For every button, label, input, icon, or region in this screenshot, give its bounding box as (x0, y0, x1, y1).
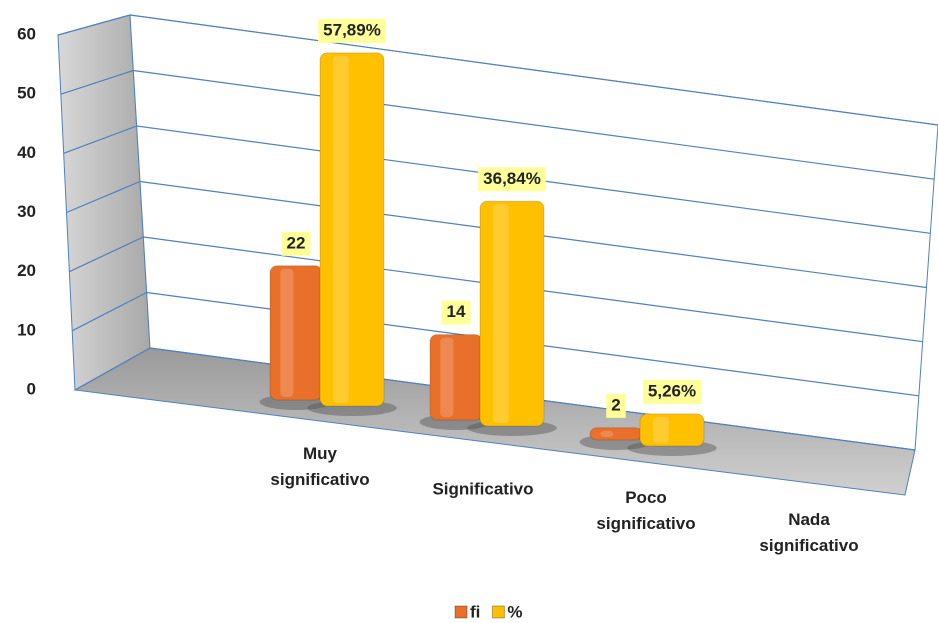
bar (639, 413, 705, 447)
value-label: 14 (447, 302, 466, 321)
y-tick-label: 10 (17, 320, 36, 339)
y-tick-label: 0 (27, 379, 36, 398)
value-label: 5,26% (648, 381, 696, 400)
bar-highlight (492, 204, 509, 423)
bar (429, 334, 483, 421)
y-tick-label: 40 (17, 143, 36, 162)
bar-highlight (600, 430, 614, 437)
grid-line (57, 14, 131, 36)
bar-highlight (652, 416, 669, 443)
bar (319, 52, 385, 407)
bar-highlight (440, 337, 454, 417)
value-label-bg (318, 18, 386, 43)
grid-line (129, 14, 938, 126)
grid-line (60, 69, 134, 95)
x-tick-label: Significativo (432, 479, 533, 498)
legend-swatch (454, 605, 468, 619)
y-tick-label: 60 (17, 24, 36, 43)
labels: 22 57,89% Muy significativo 14 36,84% Signific… (270, 18, 859, 555)
y-tick-label: 50 (17, 84, 36, 103)
x-tick-label: Poco significativo (596, 488, 695, 533)
value-label: 22 (287, 233, 306, 252)
bar (479, 200, 545, 427)
bar (589, 427, 643, 441)
grid-line (74, 347, 151, 391)
value-label-bg (642, 379, 702, 404)
value-label: 57,89% (323, 20, 381, 39)
legend-swatch (491, 605, 505, 619)
grid-line (71, 291, 147, 332)
grid-line (69, 236, 144, 273)
value-label-bg (478, 167, 546, 192)
value-label: 36,84% (483, 169, 541, 188)
y-tick-label: 30 (17, 202, 36, 221)
legend-label: fi (470, 602, 480, 621)
grid-line (63, 125, 137, 154)
value-label: 2 (611, 395, 620, 414)
bars (259, 52, 717, 456)
bar-highlight (332, 55, 349, 403)
value-label-bg (606, 393, 626, 418)
grid-line (66, 180, 141, 214)
bar (269, 265, 323, 401)
x-tick-label: Muy significativo (270, 444, 369, 489)
grid-line (133, 69, 935, 180)
value-label-bg (281, 231, 311, 256)
y-tick-label: 20 (17, 261, 36, 280)
x-tick-label: Nada significativo (759, 510, 858, 555)
value-label-bg (441, 300, 471, 325)
bar-highlight (280, 268, 294, 397)
legend-label: % (507, 602, 522, 621)
